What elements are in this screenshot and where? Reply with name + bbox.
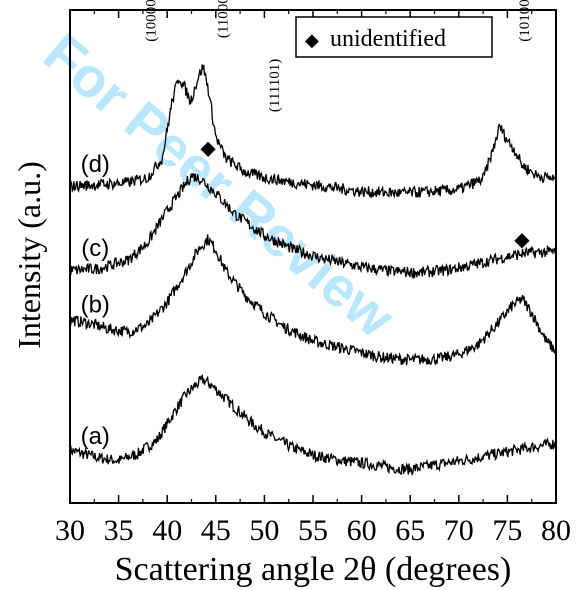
series-label: (a) — [81, 423, 110, 450]
x-tick-label: 55 — [298, 514, 328, 547]
peak-label: (101000) — [517, 0, 533, 42]
x-tick-label: 45 — [201, 514, 231, 547]
peak-label: (100000) — [144, 0, 160, 42]
x-axis-ticks: 30 35 40 45 50 55 60 65 70 75 80 — [55, 10, 571, 547]
x-tick-label: 60 — [347, 514, 377, 547]
series-line — [69, 373, 557, 477]
x-axis-label: Scattering angle 2θ (degrees) — [115, 551, 512, 588]
series-label: (d) — [81, 151, 110, 178]
series-4: (d) — [69, 64, 557, 199]
series-line — [69, 64, 557, 199]
legend-marker: ◆ — [305, 30, 319, 50]
x-tick-label: 35 — [104, 514, 134, 547]
x-tick-label: 65 — [395, 514, 425, 547]
peak-label: (110000) — [215, 0, 231, 38]
series-line — [69, 234, 557, 366]
series-label: (c) — [81, 235, 109, 262]
series-3: (c) — [69, 172, 557, 280]
legend-label: unidentified — [330, 26, 446, 52]
unidentified-marker: ◆ — [200, 137, 216, 159]
x-tick-label: 80 — [541, 514, 571, 547]
series-1: (a) — [69, 373, 557, 477]
x-tick-label: 75 — [492, 514, 522, 547]
unidentified-marker: ◆ — [514, 229, 530, 251]
x-tick-label: 50 — [249, 514, 279, 547]
legend-box — [295, 16, 493, 58]
legend: ◆ unidentified — [295, 16, 493, 58]
series-2: (b) — [69, 234, 557, 366]
series-line — [69, 172, 557, 280]
x-tick-label: 70 — [444, 514, 474, 547]
series-label: (b) — [81, 291, 110, 318]
y-axis-label: Intensity (a.u.) — [11, 161, 47, 349]
x-tick-label: 40 — [152, 514, 182, 547]
x-tick-label: 30 — [55, 514, 85, 547]
series-layer: (a) (b) (c) (d) — [69, 64, 557, 477]
peak-label: (111101) — [267, 59, 283, 112]
